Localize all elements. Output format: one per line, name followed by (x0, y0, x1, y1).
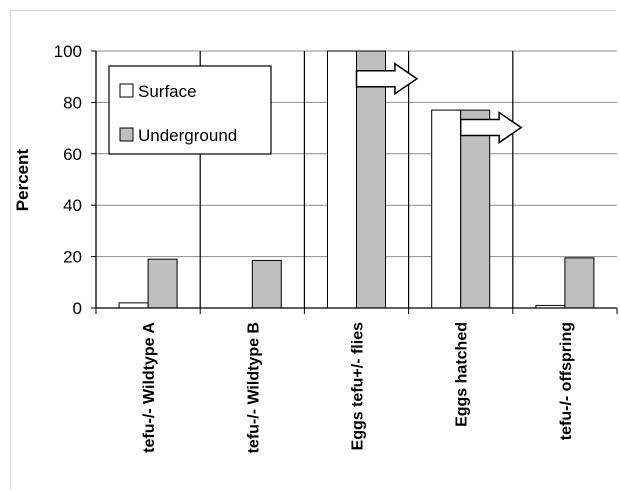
legend-swatch-underground (119, 127, 134, 142)
y-tick-label: 80 (63, 93, 82, 112)
y-tick-label: 0 (73, 299, 82, 318)
legend: Surface Underground (108, 65, 272, 155)
y-tick-label: 100 (54, 42, 82, 61)
x-category-labels: tefu-/- Wildtype A tefu-/- Wildtype B Eggs… (141, 322, 575, 454)
bar-surface-0 (118, 302, 149, 309)
legend-label-underground: Underground (138, 126, 237, 145)
x-category-label: tefu-/- Wildtype A (141, 322, 158, 453)
y-tick-label: 60 (63, 145, 82, 164)
legend-swatch-surface (119, 83, 134, 98)
y-axis-title: Percent (13, 148, 32, 211)
x-category-label: Eggs tefu+/- flies (350, 322, 367, 451)
bar-underground-0 (147, 258, 178, 309)
bars (118, 50, 595, 309)
x-category-label: tefu-/- offspring (558, 322, 575, 440)
x-category-label: Eggs hatched (454, 322, 471, 427)
y-tick-label: 40 (63, 196, 82, 215)
bar-surface-3 (431, 109, 462, 309)
legend-box (108, 65, 272, 155)
bar-underground-4 (564, 257, 595, 309)
block-arrow-0 (355, 62, 419, 96)
bar-underground-1 (251, 259, 282, 309)
arrows (355, 62, 523, 144)
axes (91, 50, 618, 314)
bar-surface-2 (327, 50, 357, 309)
y-tick-label: 20 (63, 248, 82, 267)
bar-underground-2 (356, 50, 386, 309)
y-tick-labels: 0 20 40 60 80 100 (54, 42, 82, 318)
legend-label-surface: Surface (138, 82, 197, 101)
bar-underground-3 (460, 109, 491, 309)
block-arrow-1 (459, 111, 523, 144)
x-category-label: tefu-/- Wildtype B (245, 322, 262, 453)
